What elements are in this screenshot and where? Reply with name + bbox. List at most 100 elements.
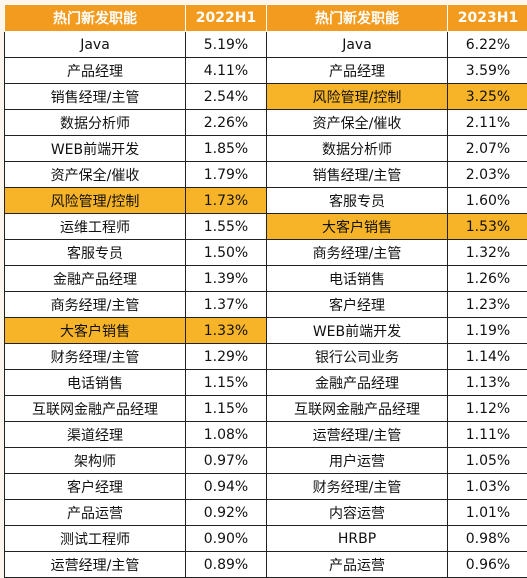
share-value-2022: 1.15% (186, 396, 267, 422)
role-name-2023: 客服专员 (267, 188, 448, 214)
role-name-2022: 风险管理/控制 (5, 188, 186, 214)
share-value-2022: 1.15% (186, 370, 267, 396)
role-name-2023: 互联网金融产品经理 (267, 396, 448, 422)
header-period-2023: 2023H1 (448, 5, 527, 32)
share-value-2023: 1.23% (448, 292, 527, 318)
role-name-2022: Java (5, 32, 186, 58)
share-value-2023: 3.25% (448, 84, 527, 110)
role-name-2023: 客户经理 (267, 292, 448, 318)
share-value-2022: 0.94% (186, 474, 267, 500)
share-value-2023: 1.13% (448, 370, 527, 396)
share-value-2023: 1.12% (448, 396, 527, 422)
role-name-2023: 用户运营 (267, 448, 448, 474)
share-value-2023: 1.32% (448, 240, 527, 266)
share-value-2022: 1.50% (186, 240, 267, 266)
share-value-2023: 2.07% (448, 136, 527, 162)
role-name-2022: 产品运营 (5, 500, 186, 526)
role-name-2023: 金融产品经理 (267, 370, 448, 396)
role-name-2022: 架构师 (5, 448, 186, 474)
role-name-2022: 大客户销售 (5, 318, 186, 344)
role-name-2023: 内容运营 (267, 500, 448, 526)
share-value-2023: 1.26% (448, 266, 527, 292)
role-name-2023: 资产保全/催收 (267, 110, 448, 136)
role-name-2022: 运维工程师 (5, 214, 186, 240)
share-value-2023: 3.59% (448, 58, 527, 84)
role-name-2023: 风险管理/控制 (267, 84, 448, 110)
share-value-2023: 0.98% (448, 526, 527, 552)
role-name-2023: HRBP (267, 526, 448, 552)
share-value-2023: 1.53% (448, 214, 527, 240)
share-value-2023: 1.01% (448, 500, 527, 526)
share-value-2022: 5.19% (186, 32, 267, 58)
share-value-2022: 1.37% (186, 292, 267, 318)
share-value-2023: 1.03% (448, 474, 527, 500)
table-header-row: 热门新发职能 2022H1 热门新发职能 2023H1 (5, 5, 527, 32)
role-name-2023: 大客户销售 (267, 214, 448, 240)
share-value-2022: 0.92% (186, 500, 267, 526)
share-value-2023: 1.11% (448, 422, 527, 448)
role-name-2022: 互联网金融产品经理 (5, 396, 186, 422)
role-name-2023: 产品经理 (267, 58, 448, 84)
role-name-2023: 销售经理/主管 (267, 162, 448, 188)
share-value-2023: 1.05% (448, 448, 527, 474)
share-value-2022: 2.54% (186, 84, 267, 110)
share-value-2023: 6.22% (448, 32, 527, 58)
share-value-2022: 1.33% (186, 318, 267, 344)
role-name-2022: 金融产品经理 (5, 266, 186, 292)
share-value-2022: 1.55% (186, 214, 267, 240)
share-value-2022: 0.97% (186, 448, 267, 474)
role-name-2023: 数据分析师 (267, 136, 448, 162)
share-value-2022: 2.26% (186, 110, 267, 136)
header-role-2023: 热门新发职能 (267, 5, 448, 32)
share-value-2022: 4.11% (186, 58, 267, 84)
role-name-2022: 客户经理 (5, 474, 186, 500)
role-name-2022: WEB前端开发 (5, 136, 186, 162)
role-name-2022: 销售经理/主管 (5, 84, 186, 110)
share-value-2023: 1.19% (448, 318, 527, 344)
role-name-2023: 商务经理/主管 (267, 240, 448, 266)
share-value-2023: 0.96% (448, 552, 527, 578)
share-value-2022: 1.73% (186, 188, 267, 214)
share-value-2023: 1.60% (448, 188, 527, 214)
role-name-2023: 财务经理/主管 (267, 474, 448, 500)
share-value-2022: 1.08% (186, 422, 267, 448)
role-name-2022: 资产保全/催收 (5, 162, 186, 188)
role-name-2022: 电话销售 (5, 370, 186, 396)
share-value-2022: 0.89% (186, 552, 267, 578)
role-name-2022: 渠道经理 (5, 422, 186, 448)
role-name-2023: WEB前端开发 (267, 318, 448, 344)
role-name-2022: 数据分析师 (5, 110, 186, 136)
header-period-2022: 2022H1 (186, 5, 267, 32)
share-value-2022: 0.90% (186, 526, 267, 552)
role-name-2023: 运营经理/主管 (267, 422, 448, 448)
role-name-2022: 测试工程师 (5, 526, 186, 552)
role-name-2023: 产品运营 (267, 552, 448, 578)
role-name-2023: 银行公司业务 (267, 344, 448, 370)
share-value-2022: 1.39% (186, 266, 267, 292)
share-value-2022: 1.85% (186, 136, 267, 162)
share-value-2022: 1.79% (186, 162, 267, 188)
role-name-2022: 商务经理/主管 (5, 292, 186, 318)
